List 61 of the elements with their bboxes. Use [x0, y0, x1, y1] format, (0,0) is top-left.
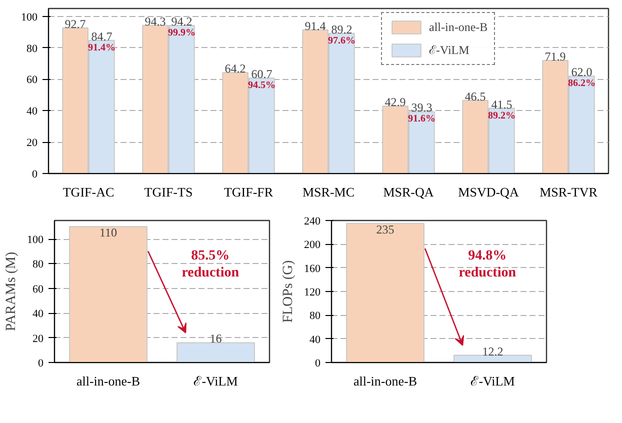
y-tick-label: 120 [304, 286, 321, 298]
data-label: 92.7 [64, 16, 86, 31]
y-tick-label: 60 [32, 283, 44, 296]
y-axis-title: FLOPs (G) [281, 260, 296, 323]
legend-label: ℰ-ViLM [429, 42, 470, 58]
data-label: 41.5 [491, 97, 512, 112]
x-tick-label: TGIF-TS [144, 184, 193, 200]
x-tick-label: MSR-TVR [540, 184, 598, 200]
data-label: 94.2 [171, 14, 192, 28]
annotation: 99.9% [168, 27, 196, 38]
annotation: 94.8% reduction [458, 248, 516, 281]
y-tick-label: 80 [32, 258, 44, 271]
y-tick-label: 40 [26, 106, 38, 118]
data-label: 16 [210, 332, 222, 346]
annotation: 94.5% [248, 80, 276, 92]
data-label: 42.9 [384, 95, 406, 110]
data-label: 94.3 [144, 14, 166, 28]
x-tick-label: ℰ-ViLM [194, 374, 238, 388]
annotation: 85.5% reduction [182, 248, 240, 281]
x-tick-label: ℰ-ViLM [470, 374, 516, 388]
y-tick-label: 40 [32, 308, 44, 320]
data-label: 12.2 [482, 344, 504, 358]
y-tick-label: 0 [38, 358, 44, 370]
y-axis-title: PARAMs (M) [4, 252, 19, 332]
data-label: 60.7 [251, 67, 272, 82]
data-label: 71.9 [544, 50, 566, 64]
legend-label: all-in-one-B [429, 20, 488, 34]
x-tick-label: TGIF-AC [62, 184, 114, 200]
x-tick-label: TGIF-FR [224, 184, 274, 200]
data-label: 62.0 [571, 65, 592, 80]
data-label: 91.4 [304, 18, 326, 33]
y-tick-label: 40 [310, 334, 321, 346]
data-label: 64.2 [224, 62, 246, 76]
annotation: 89.2% [488, 110, 516, 122]
x-tick-label: all-in-one-B [353, 374, 418, 388]
y-tick-label: 0 [32, 168, 38, 180]
x-tick-label: MSR-QA [383, 184, 434, 200]
annotation: 86.2% [568, 78, 596, 90]
data-label: 39.3 [411, 100, 432, 115]
y-tick-label: 160 [304, 262, 321, 275]
y-tick-label: 20 [26, 137, 38, 150]
x-tick-label: MSVD-QA [458, 184, 520, 200]
y-tick-label: 60 [26, 74, 38, 86]
annotation: 91.4% [88, 42, 116, 54]
y-tick-label: 100 [21, 11, 38, 24]
y-tick-label: 80 [310, 310, 321, 322]
annotation: 97.6% [328, 35, 356, 46]
y-tick-label: 80 [26, 42, 38, 55]
x-tick-label: all-in-one-B [76, 374, 140, 388]
x-tick-label: MSR-MC [302, 184, 355, 200]
data-label: 89.2 [331, 22, 352, 36]
y-tick-label: 0 [315, 358, 321, 370]
y-tick-label: 20 [32, 332, 44, 345]
y-tick-label: 100 [27, 234, 44, 246]
data-label: 46.5 [464, 89, 486, 104]
data-label: 110 [99, 226, 118, 240]
y-tick-label: 240 [304, 216, 321, 228]
data-label: 235 [376, 222, 394, 236]
annotation: 91.6% [408, 114, 436, 125]
data-label: 84.7 [91, 29, 112, 44]
y-tick-label: 200 [304, 239, 321, 252]
